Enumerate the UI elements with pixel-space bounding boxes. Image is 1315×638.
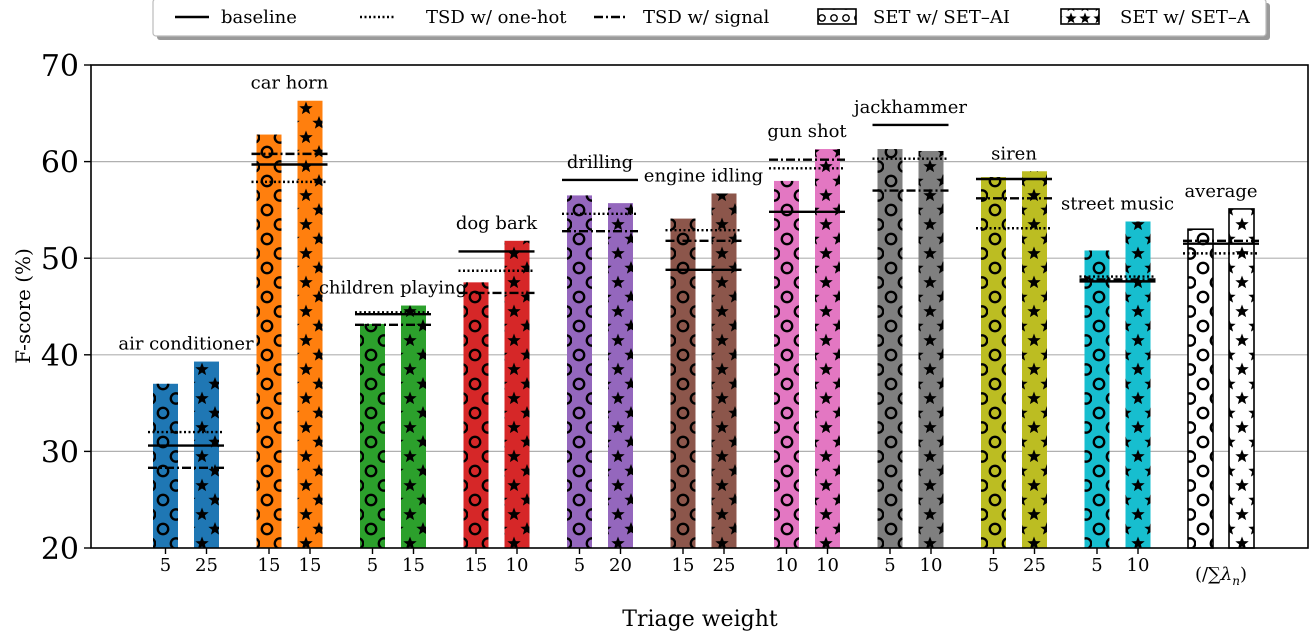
x-tick-label-part: n [1232,574,1240,588]
y-tick-label: 50 [41,242,79,277]
legend-label-set-ai: SET w/ SET–AI [873,7,1010,28]
group-label: jackhammer [852,97,967,118]
x-tick-label: 5 [160,555,171,576]
y-tick-label: 60 [41,146,79,181]
bar-set-ai-hatch [463,282,489,548]
group-labels: air conditioner car horn children playing d… [118,73,1257,355]
x-tick-label: 15 [672,555,695,576]
bar-set-ai-hatch [567,195,592,548]
bar-set-a-hatch [1229,208,1254,548]
x-tick-label: 25 [1023,555,1046,576]
x-tick-label: 15 [465,555,488,576]
y-tick-label: 70 [41,49,79,84]
legend-label-tsd-signal: TSD w/ signal [643,7,770,28]
legend-label-set-a: SET w/ SET–A [1120,7,1251,28]
group-label: dog bark [456,213,538,234]
x-axis-label: Triage weight [622,607,778,632]
x-tick-label: 5 [988,555,999,576]
x-tick-label-part: (/∑ [1195,564,1221,585]
bar-set-ai-hatch [670,218,696,548]
x-tick-label: 25 [195,555,218,576]
bar-set-a-hatch [401,305,426,548]
bar-set-ai-hatch [981,177,1006,548]
x-tick-label: 5 [574,555,585,576]
x-tick-label: 15 [402,555,425,576]
y-axis-label: F-score (%) [11,248,35,364]
group-label: siren [991,143,1037,164]
bar-set-a-hatch [608,203,633,548]
legend-box [152,0,1267,37]
bar-set-ai-hatch [153,383,178,548]
plot-frame [90,64,1309,549]
x-tick-label: 10 [816,555,839,576]
group-label: gun shot [767,121,847,142]
y-axis: 20 30 40 50 60 70 [41,49,91,567]
x-tick-label: 15 [299,555,322,576]
x-tick-label: 20 [609,555,632,576]
x-axis: 5 25 15 15 5 15 15 10 5 20 15 25 10 10 5 10 5 25 5 10 (/∑λn) [160,548,1247,588]
bar-set-ai-hatch [1188,229,1213,548]
legend: baseline TSD w/ one-hot TSD w/ signal SE… [152,0,1270,40]
group-label: engine idling [644,165,763,186]
x-tick-label-part: λ [1220,564,1232,585]
bar-set-a-hatch [711,193,737,548]
legend-swatch-set-ai [817,8,857,25]
bar-set-ai-hatch [877,149,903,549]
y-tick-label: 30 [41,435,79,470]
bar-set-ai-hatch [360,323,385,548]
group-label: average [1184,181,1257,202]
bar-set-ai-hatch [1084,250,1110,549]
bar-set-a-hatch [194,361,219,548]
group-label: car horn [251,73,329,94]
bar-set-a-hatch [1022,171,1047,548]
bar-set-a-hatch [1125,221,1151,548]
x-tick-label: 10 [506,555,529,576]
x-tick-label: 10 [920,555,943,576]
bar-set-a-hatch [815,149,840,549]
bar-set-ai-hatch [774,180,799,549]
y-tick-label: 40 [41,339,79,374]
reference-lines [148,123,1259,470]
x-tick-label: 5 [884,555,895,576]
x-tick-label: 15 [258,555,281,576]
group-label: street music [1061,193,1174,214]
bar-set-ai-hatch [256,134,282,548]
x-tick-label: 10 [775,555,798,576]
x-tick-label-average: (/∑λn) [1195,564,1247,588]
bar-set-a-hatch [504,240,530,548]
group-label: children playing [319,278,467,299]
x-tick-label: 5 [1091,555,1102,576]
legend-swatch-set-a [1060,8,1100,25]
group-label: drilling [567,152,633,173]
x-tick-label: 10 [1127,555,1150,576]
y-tick-label: 20 [41,532,79,567]
legend-label-tsd-onehot: TSD w/ one-hot [426,7,567,28]
legend-label-baseline: baseline [221,7,297,28]
group-label: air conditioner [118,334,254,355]
x-tick-label: 5 [367,555,378,576]
x-tick-label: 25 [713,555,736,576]
bar-set-a-hatch [918,150,944,548]
bar-set-a-hatch [297,100,323,548]
x-tick-label-part: ) [1240,564,1247,585]
